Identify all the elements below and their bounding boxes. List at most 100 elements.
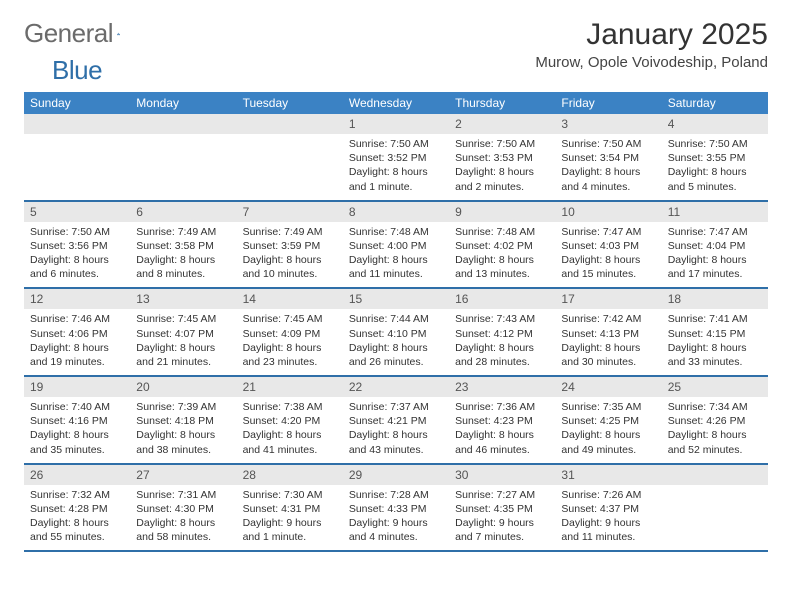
day-number-cell [662, 464, 768, 485]
day-number-cell: 26 [24, 464, 130, 485]
day-detail-cell: Sunrise: 7:30 AMSunset: 4:31 PMDaylight:… [237, 485, 343, 552]
day-number-cell [24, 114, 130, 134]
sunrise-line: Sunrise: 7:50 AM [30, 225, 124, 239]
sunrise-line: Sunrise: 7:32 AM [30, 488, 124, 502]
week-4-daynum-row: 19202122232425 [24, 376, 768, 397]
sunset-line: Sunset: 4:30 PM [136, 502, 230, 516]
sunset-line: Sunset: 4:09 PM [243, 327, 337, 341]
sunrise-line: Sunrise: 7:50 AM [349, 137, 443, 151]
day-detail-cell: Sunrise: 7:47 AMSunset: 4:03 PMDaylight:… [555, 222, 661, 289]
day-number-cell: 14 [237, 288, 343, 309]
day-detail-cell: Sunrise: 7:50 AMSunset: 3:52 PMDaylight:… [343, 134, 449, 201]
daylight-line: Daylight: 8 hours and 46 minutes. [455, 428, 549, 456]
weekday-thursday: Thursday [449, 92, 555, 114]
day-detail-cell: Sunrise: 7:39 AMSunset: 4:18 PMDaylight:… [130, 397, 236, 464]
day-number-cell: 8 [343, 201, 449, 222]
week-3-daynum-row: 12131415161718 [24, 288, 768, 309]
day-number-cell: 7 [237, 201, 343, 222]
sunrise-line: Sunrise: 7:37 AM [349, 400, 443, 414]
day-detail-cell: Sunrise: 7:43 AMSunset: 4:12 PMDaylight:… [449, 309, 555, 376]
sunrise-line: Sunrise: 7:47 AM [561, 225, 655, 239]
sunset-line: Sunset: 4:37 PM [561, 502, 655, 516]
day-detail-cell: Sunrise: 7:50 AMSunset: 3:56 PMDaylight:… [24, 222, 130, 289]
day-number-cell: 28 [237, 464, 343, 485]
daylight-line: Daylight: 8 hours and 10 minutes. [243, 253, 337, 281]
brand-logo: General [24, 18, 141, 49]
weekday-tuesday: Tuesday [237, 92, 343, 114]
sunset-line: Sunset: 4:10 PM [349, 327, 443, 341]
sunrise-line: Sunrise: 7:39 AM [136, 400, 230, 414]
day-detail-cell: Sunrise: 7:46 AMSunset: 4:06 PMDaylight:… [24, 309, 130, 376]
day-detail-cell [662, 485, 768, 552]
sunset-line: Sunset: 4:15 PM [668, 327, 762, 341]
day-detail-cell: Sunrise: 7:47 AMSunset: 4:04 PMDaylight:… [662, 222, 768, 289]
sunset-line: Sunset: 4:16 PM [30, 414, 124, 428]
day-detail-cell: Sunrise: 7:44 AMSunset: 4:10 PMDaylight:… [343, 309, 449, 376]
day-number-cell: 21 [237, 376, 343, 397]
day-detail-cell: Sunrise: 7:50 AMSunset: 3:55 PMDaylight:… [662, 134, 768, 201]
day-number-cell: 23 [449, 376, 555, 397]
daylight-line: Daylight: 8 hours and 15 minutes. [561, 253, 655, 281]
weekday-friday: Friday [555, 92, 661, 114]
week-1-daynum-row: 1234 [24, 114, 768, 134]
day-number-cell: 29 [343, 464, 449, 485]
day-detail-cell: Sunrise: 7:35 AMSunset: 4:25 PMDaylight:… [555, 397, 661, 464]
week-2-detail-row: Sunrise: 7:50 AMSunset: 3:56 PMDaylight:… [24, 222, 768, 289]
day-detail-cell: Sunrise: 7:45 AMSunset: 4:07 PMDaylight:… [130, 309, 236, 376]
daylight-line: Daylight: 9 hours and 1 minute. [243, 516, 337, 544]
sunset-line: Sunset: 4:12 PM [455, 327, 549, 341]
sunrise-line: Sunrise: 7:42 AM [561, 312, 655, 326]
sunset-line: Sunset: 3:52 PM [349, 151, 443, 165]
daylight-line: Daylight: 9 hours and 4 minutes. [349, 516, 443, 544]
day-detail-cell: Sunrise: 7:41 AMSunset: 4:15 PMDaylight:… [662, 309, 768, 376]
daylight-line: Daylight: 8 hours and 28 minutes. [455, 341, 549, 369]
day-detail-cell: Sunrise: 7:28 AMSunset: 4:33 PMDaylight:… [343, 485, 449, 552]
sunset-line: Sunset: 4:26 PM [668, 414, 762, 428]
day-detail-cell: Sunrise: 7:50 AMSunset: 3:53 PMDaylight:… [449, 134, 555, 201]
day-number-cell: 22 [343, 376, 449, 397]
day-detail-cell: Sunrise: 7:27 AMSunset: 4:35 PMDaylight:… [449, 485, 555, 552]
daylight-line: Daylight: 8 hours and 55 minutes. [30, 516, 124, 544]
weekday-header-row: Sunday Monday Tuesday Wednesday Thursday… [24, 92, 768, 114]
day-number-cell: 20 [130, 376, 236, 397]
daylight-line: Daylight: 8 hours and 23 minutes. [243, 341, 337, 369]
daylight-line: Daylight: 8 hours and 11 minutes. [349, 253, 443, 281]
day-detail-cell [130, 134, 236, 201]
calendar-table: Sunday Monday Tuesday Wednesday Thursday… [24, 92, 768, 552]
weekday-wednesday: Wednesday [343, 92, 449, 114]
day-number-cell: 4 [662, 114, 768, 134]
day-number-cell: 30 [449, 464, 555, 485]
sunrise-line: Sunrise: 7:48 AM [455, 225, 549, 239]
daylight-line: Daylight: 8 hours and 30 minutes. [561, 341, 655, 369]
day-number-cell: 13 [130, 288, 236, 309]
day-detail-cell: Sunrise: 7:26 AMSunset: 4:37 PMDaylight:… [555, 485, 661, 552]
day-number-cell: 31 [555, 464, 661, 485]
daylight-line: Daylight: 8 hours and 43 minutes. [349, 428, 443, 456]
daylight-line: Daylight: 8 hours and 33 minutes. [668, 341, 762, 369]
sunrise-line: Sunrise: 7:40 AM [30, 400, 124, 414]
day-detail-cell: Sunrise: 7:40 AMSunset: 4:16 PMDaylight:… [24, 397, 130, 464]
month-title: January 2025 [535, 18, 768, 52]
sunset-line: Sunset: 4:07 PM [136, 327, 230, 341]
sunrise-line: Sunrise: 7:48 AM [349, 225, 443, 239]
sunset-line: Sunset: 3:55 PM [668, 151, 762, 165]
day-number-cell: 2 [449, 114, 555, 134]
location-text: Murow, Opole Voivodeship, Poland [535, 54, 768, 71]
sunrise-line: Sunrise: 7:50 AM [561, 137, 655, 151]
day-number-cell: 19 [24, 376, 130, 397]
sunset-line: Sunset: 3:54 PM [561, 151, 655, 165]
sunset-line: Sunset: 3:58 PM [136, 239, 230, 253]
day-number-cell: 27 [130, 464, 236, 485]
week-2-daynum-row: 567891011 [24, 201, 768, 222]
sunrise-line: Sunrise: 7:50 AM [455, 137, 549, 151]
day-detail-cell: Sunrise: 7:34 AMSunset: 4:26 PMDaylight:… [662, 397, 768, 464]
day-detail-cell: Sunrise: 7:32 AMSunset: 4:28 PMDaylight:… [24, 485, 130, 552]
sunrise-line: Sunrise: 7:44 AM [349, 312, 443, 326]
sunrise-line: Sunrise: 7:31 AM [136, 488, 230, 502]
sunrise-line: Sunrise: 7:34 AM [668, 400, 762, 414]
daylight-line: Daylight: 8 hours and 21 minutes. [136, 341, 230, 369]
sunset-line: Sunset: 4:35 PM [455, 502, 549, 516]
sunset-line: Sunset: 4:06 PM [30, 327, 124, 341]
sunset-line: Sunset: 4:13 PM [561, 327, 655, 341]
sunset-line: Sunset: 3:53 PM [455, 151, 549, 165]
